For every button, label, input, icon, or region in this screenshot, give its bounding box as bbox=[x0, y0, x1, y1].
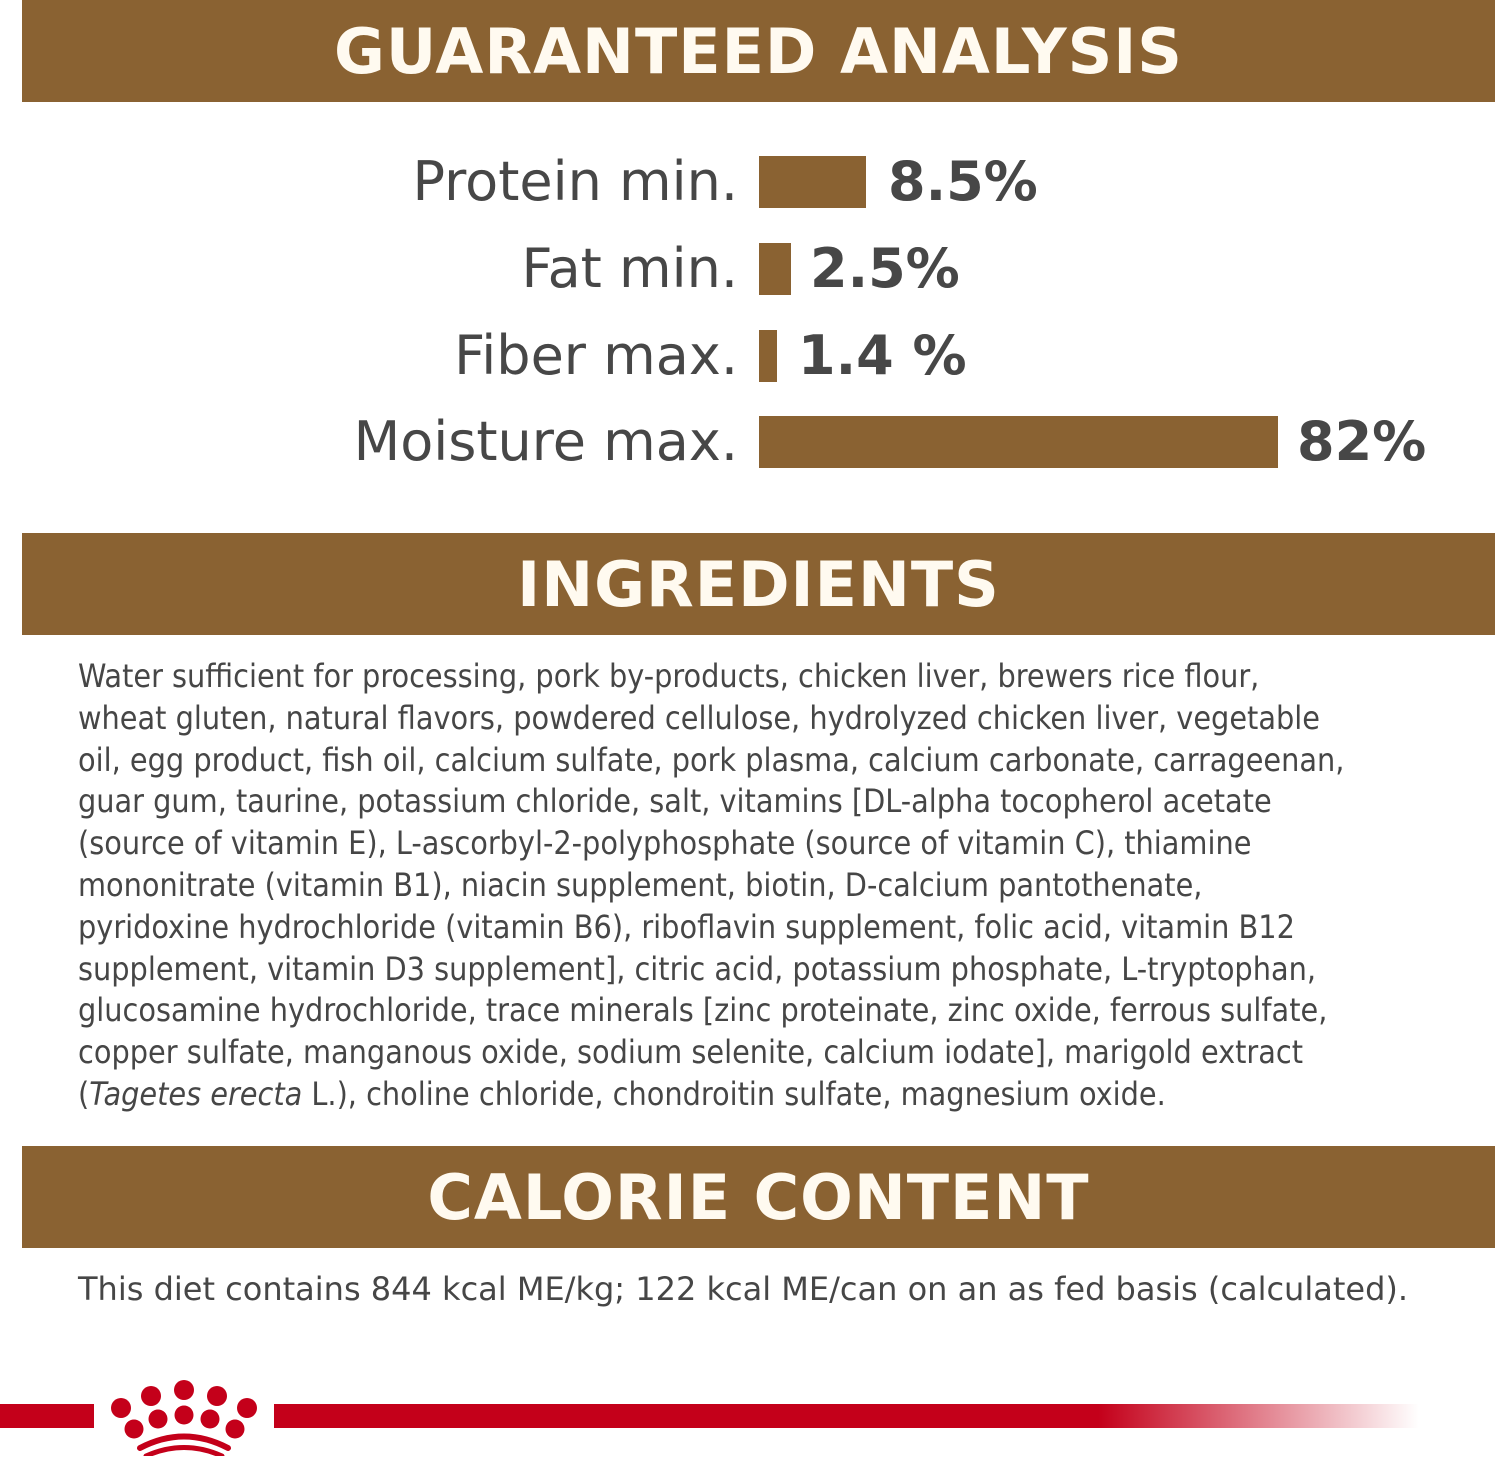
analysis-bar bbox=[759, 416, 1278, 468]
calorie-text: This diet contains 844 kcal ME/kg; 122 k… bbox=[78, 1270, 1409, 1308]
ingredients-line: mononitrate (vitamin B1), niacin supplem… bbox=[78, 865, 1203, 904]
section-title: INGREDIENTS bbox=[517, 547, 1000, 621]
ingredients-header: INGREDIENTS bbox=[22, 533, 1495, 635]
brand-line-left bbox=[0, 1404, 94, 1428]
calorie-content-header: CALORIE CONTENT bbox=[22, 1146, 1495, 1248]
ingredients-line-last: (Tagetes erecta L.), choline chloride, c… bbox=[78, 1074, 1344, 1116]
analysis-bar bbox=[759, 243, 791, 295]
ingredients-line: oil, egg product, fish oil, calcium sulf… bbox=[78, 740, 1345, 779]
ingredients-list: Water sufficient for processing, pork by… bbox=[78, 656, 1344, 1116]
ingredients-line: (source of vitamin E), L-ascorbyl-2-poly… bbox=[78, 824, 1252, 863]
analysis-bar bbox=[759, 156, 866, 208]
analysis-value: 82% bbox=[1297, 410, 1427, 473]
analysis-label: Protein min. bbox=[412, 150, 738, 213]
analysis-row-fiber: Fiber max. 1.4 % bbox=[0, 324, 1500, 387]
analysis-row-protein: Protein min. 8.5% bbox=[0, 150, 1500, 213]
crown-logo-icon bbox=[111, 1380, 257, 1456]
ingredients-line: pyridoxine hydrochloride (vitamin B6), r… bbox=[78, 907, 1295, 946]
analysis-row-fat: Fat min. 2.5% bbox=[0, 237, 1500, 300]
analysis-bar bbox=[759, 330, 777, 382]
ingredients-line: copper sulfate, manganous oxide, sodium … bbox=[78, 1033, 1303, 1072]
section-title: CALORIE CONTENT bbox=[427, 1160, 1090, 1234]
ingredients-line: glucosamine hydrochloride, trace mineral… bbox=[78, 991, 1328, 1030]
latin-name: Tagetes erecta bbox=[89, 1074, 303, 1113]
brand-line-right bbox=[274, 1404, 1419, 1428]
analysis-value: 8.5% bbox=[888, 150, 1038, 213]
ingredients-line: supplement, vitamin D3 supplement], citr… bbox=[78, 949, 1316, 988]
analysis-label: Moisture max. bbox=[353, 410, 738, 473]
section-title: GUARANTEED ANALYSIS bbox=[334, 14, 1183, 88]
analysis-value: 1.4 % bbox=[798, 324, 967, 387]
ingredients-rest: L.), choline chloride, chondroitin sulfa… bbox=[302, 1074, 1166, 1113]
guaranteed-analysis-header: GUARANTEED ANALYSIS bbox=[22, 0, 1495, 102]
ingredients-line: wheat gluten, natural flavors, powdered … bbox=[78, 698, 1320, 737]
analysis-label: Fat min. bbox=[521, 237, 738, 300]
analysis-label: Fiber max. bbox=[454, 324, 738, 387]
paren: ( bbox=[78, 1074, 90, 1113]
analysis-value: 2.5% bbox=[810, 237, 960, 300]
analysis-row-moisture: Moisture max. 82% bbox=[0, 410, 1500, 473]
ingredients-line: guar gum, taurine, potassium chloride, s… bbox=[78, 782, 1272, 821]
ingredients-line: Water sufficient for processing, pork by… bbox=[78, 657, 1260, 695]
